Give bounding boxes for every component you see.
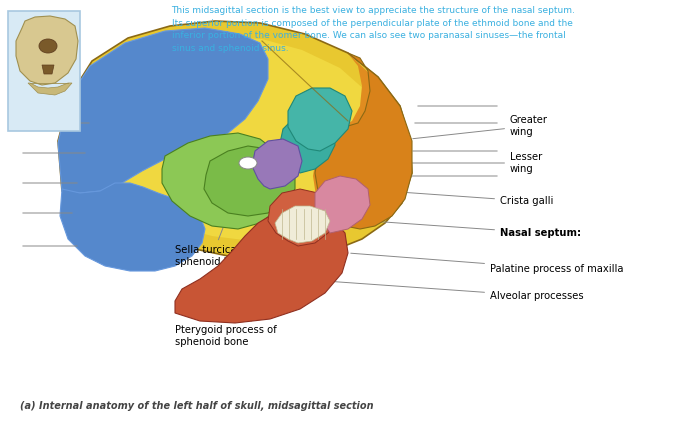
Text: This midsagittal section is the best view to appreciate the structure of the nas: This midsagittal section is the best vie… — [172, 6, 575, 53]
Polygon shape — [280, 114, 335, 173]
Text: Sella turcica of
sphenoid bone: Sella turcica of sphenoid bone — [175, 165, 249, 267]
Polygon shape — [288, 88, 352, 151]
Polygon shape — [60, 183, 205, 271]
Text: Lesser
wing: Lesser wing — [408, 152, 542, 174]
Polygon shape — [28, 83, 72, 95]
Text: Nasal septum:: Nasal septum: — [373, 221, 581, 238]
Polygon shape — [315, 53, 412, 229]
Text: (a) Internal anatomy of the left half of skull, midsagittal section: (a) Internal anatomy of the left half of… — [20, 401, 374, 411]
Ellipse shape — [39, 39, 57, 53]
FancyBboxPatch shape — [8, 11, 80, 131]
Polygon shape — [58, 21, 412, 258]
Text: Greater
wing: Greater wing — [413, 115, 548, 139]
Polygon shape — [175, 208, 348, 323]
Text: Pterygoid process of
sphenoid bone: Pterygoid process of sphenoid bone — [175, 302, 283, 347]
Polygon shape — [313, 53, 405, 225]
Polygon shape — [82, 37, 390, 241]
Polygon shape — [275, 206, 330, 243]
Polygon shape — [315, 176, 370, 233]
Ellipse shape — [239, 157, 257, 169]
Text: Crista galli: Crista galli — [388, 191, 554, 206]
Polygon shape — [58, 28, 268, 193]
Polygon shape — [204, 146, 295, 216]
Text: Palatine process of maxilla: Palatine process of maxilla — [351, 253, 624, 274]
Polygon shape — [268, 189, 335, 246]
Text: Alveolar processes: Alveolar processes — [328, 281, 584, 301]
Polygon shape — [162, 133, 288, 229]
Polygon shape — [252, 139, 302, 189]
Polygon shape — [42, 65, 54, 74]
Polygon shape — [16, 16, 78, 85]
